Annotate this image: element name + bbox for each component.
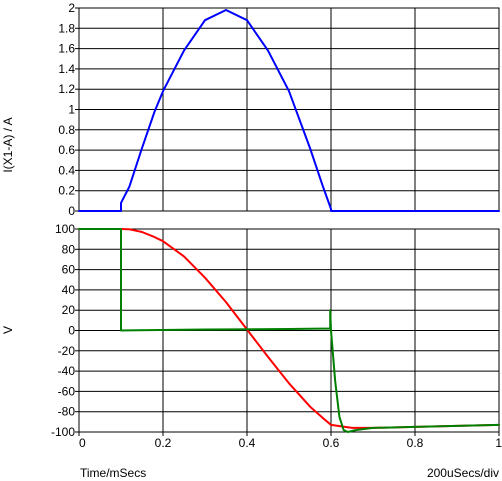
y-tick-label: 1 bbox=[68, 103, 75, 117]
x-tick-label: 1 bbox=[495, 436, 502, 450]
y-tick-label: -100 bbox=[51, 425, 75, 439]
time-axis-label: Time/mSecs bbox=[80, 466, 146, 480]
y-tick-label: 80 bbox=[62, 242, 76, 256]
x-tick-label: 0.6 bbox=[323, 436, 340, 450]
y-tick-label: 1.2 bbox=[58, 82, 75, 96]
y-tick-label: 2 bbox=[68, 1, 75, 15]
y-tick-label: 1.8 bbox=[58, 21, 75, 35]
x-tick-label: 0 bbox=[79, 436, 86, 450]
y-tick-label: -20 bbox=[58, 344, 76, 358]
y-tick-label: -60 bbox=[58, 384, 76, 398]
series-line bbox=[78, 9, 500, 212]
y-tick-label: 0.4 bbox=[58, 163, 75, 177]
y-tick-label: 100 bbox=[55, 222, 75, 236]
y-tick-label: -80 bbox=[58, 405, 76, 419]
y-tick-label: 1.4 bbox=[58, 62, 75, 76]
y-tick-label: 0.8 bbox=[58, 123, 75, 137]
y-tick-label: 20 bbox=[62, 303, 76, 317]
series-line bbox=[78, 228, 500, 433]
y-tick-label: 0 bbox=[68, 204, 75, 218]
x-tick-label: 0.8 bbox=[407, 436, 424, 450]
current-plot-panel: 0 0.2 0.4 0.6 0.8 1 1.2 1.4 1.6 1.8 2 I(X1-A) / A bbox=[1, 1, 500, 218]
y-tick-label: 1.6 bbox=[58, 42, 75, 56]
time-scale-label: 200uSecs/div bbox=[427, 466, 499, 480]
y-tick-label: 0.2 bbox=[58, 184, 75, 198]
y-tick-label: 40 bbox=[62, 283, 76, 297]
voltage-plot-panel: -100 -80 -60 -40 -20 0 20 40 60 80 100 0 0.2 0.4 0.6 0.… bbox=[1, 222, 502, 450]
y-tick-label: -40 bbox=[58, 364, 76, 378]
y-axis-label: V bbox=[1, 326, 15, 334]
y-tick-label: 0 bbox=[68, 324, 75, 338]
y-axis-label: I(X1-A) / A bbox=[1, 117, 15, 172]
y-tick-label: 60 bbox=[62, 263, 76, 277]
x-tick-label: 0.2 bbox=[155, 436, 172, 450]
y-tick-label: 0.6 bbox=[58, 143, 75, 157]
x-tick-label: 0.4 bbox=[239, 436, 256, 450]
